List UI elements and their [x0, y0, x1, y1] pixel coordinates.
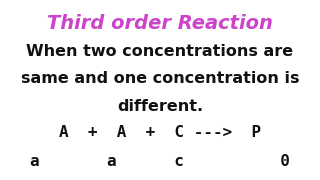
- Text: different.: different.: [117, 99, 203, 114]
- Text: Third order Reaction: Third order Reaction: [47, 14, 273, 33]
- Text: A  +  A  +  C --->  P: A + A + C ---> P: [59, 125, 261, 140]
- Text: same and one concentration is: same and one concentration is: [21, 71, 299, 86]
- Text: a       a      c          0: a a c 0: [30, 154, 290, 169]
- Text: When two concentrations are: When two concentrations are: [27, 44, 293, 59]
